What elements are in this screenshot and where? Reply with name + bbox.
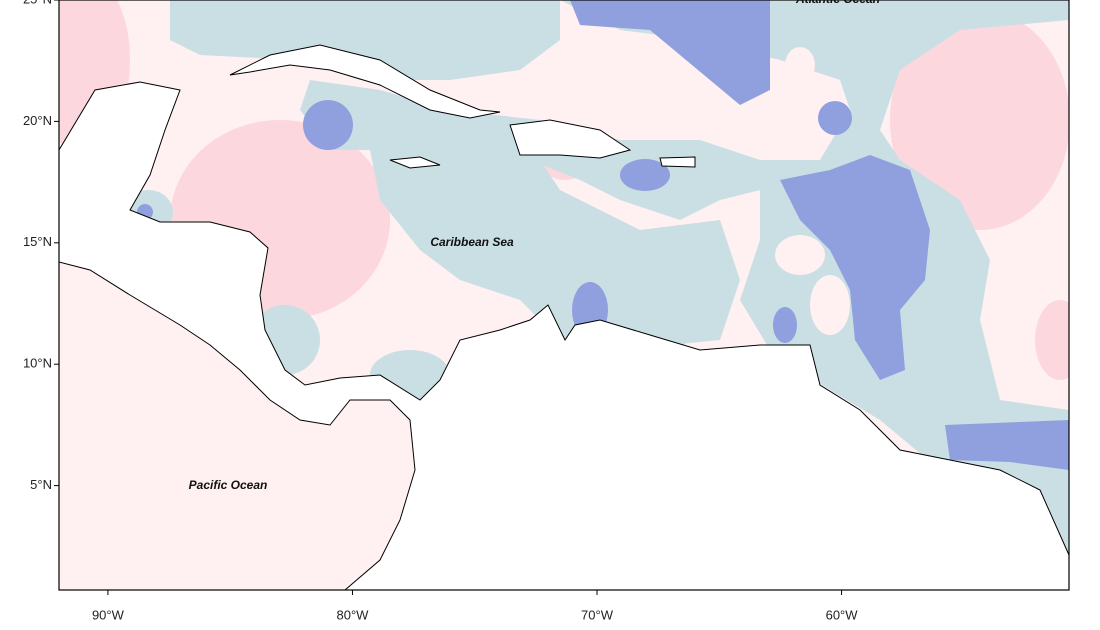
x-tick-label: 90°W — [92, 607, 125, 622]
x-tick-label: 80°W — [336, 607, 369, 622]
y-tick-label: 10°N — [23, 356, 52, 371]
x-tick-label: 60°W — [826, 607, 859, 622]
y-tick-label: 5°N — [30, 477, 52, 492]
field — [59, 0, 1069, 590]
ocean-label: Atlantic Ocean — [795, 0, 880, 6]
frame — [58, 0, 1070, 591]
ocean-label: Pacific Ocean — [189, 478, 268, 492]
land — [59, 44, 1069, 590]
y-tick-label: 15°N — [23, 234, 52, 249]
y-tick-label: 25°N — [23, 0, 52, 6]
ocean-label: Caribbean Sea — [430, 235, 514, 249]
x-tick-label: 70°W — [581, 607, 614, 622]
y-tick-label: 20°N — [23, 113, 52, 128]
